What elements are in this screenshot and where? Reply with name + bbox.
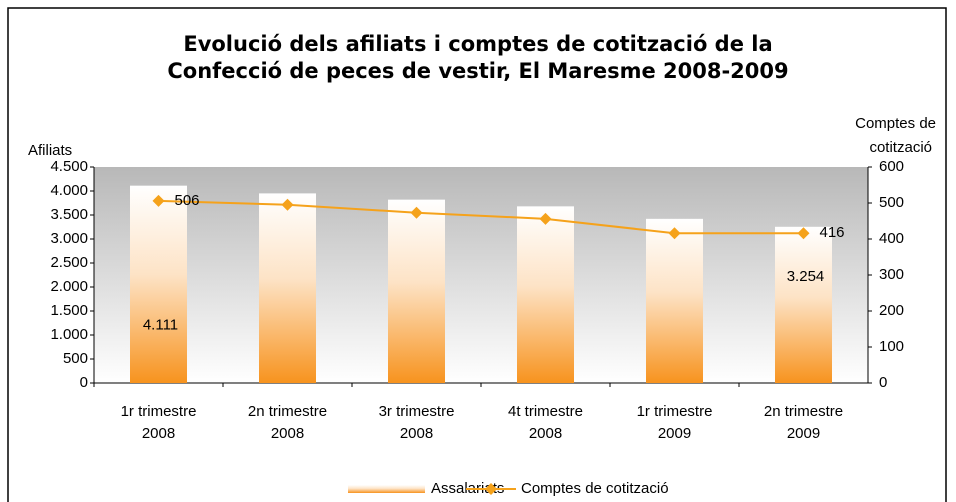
x-tick-label: 1r trimestre bbox=[121, 403, 197, 420]
y-tick-label: 0 bbox=[80, 374, 88, 391]
bar bbox=[517, 206, 574, 383]
y2-tick-label: 0 bbox=[879, 374, 887, 391]
x-tick-label: 3r trimestre bbox=[379, 403, 455, 420]
line-marker bbox=[281, 198, 294, 211]
y-tick-label: 1.000 bbox=[50, 326, 88, 343]
y-tick-label: 4.500 bbox=[50, 158, 88, 175]
bar bbox=[775, 226, 832, 383]
y2-tick-label: 400 bbox=[879, 230, 904, 247]
line bbox=[158, 199, 804, 235]
x-tick-label: 1r trimestre bbox=[637, 403, 713, 420]
x-tick-label: 2009 bbox=[658, 425, 691, 442]
bar-value-label: 3.254 bbox=[787, 268, 825, 285]
bar bbox=[259, 193, 316, 383]
line-value-label: 506 bbox=[175, 192, 200, 209]
y2-tick-label: 500 bbox=[879, 194, 904, 211]
y-tick-label: 2.000 bbox=[50, 278, 88, 295]
bar-value-label: 4.111 bbox=[143, 317, 178, 334]
legend-marker bbox=[485, 483, 497, 495]
x-tick-label: 2n trimestre bbox=[764, 403, 843, 420]
y-tick-label: 2.500 bbox=[50, 254, 88, 271]
bar bbox=[646, 218, 703, 383]
plot-area bbox=[94, 167, 868, 383]
x-tick-label: 2008 bbox=[142, 425, 175, 442]
line-marker bbox=[539, 212, 552, 225]
line-marker bbox=[152, 194, 165, 207]
bar bbox=[388, 199, 445, 383]
y-tick-label: 4.000 bbox=[50, 182, 88, 199]
x-tick-label: 2008 bbox=[271, 425, 304, 442]
y-axis-title: Afiliats bbox=[28, 142, 72, 159]
y2-tick-label: 200 bbox=[879, 302, 904, 319]
y2-axis-title: Comptes de bbox=[855, 115, 936, 132]
legend-swatch bbox=[348, 485, 425, 493]
line-marker bbox=[668, 227, 681, 240]
y-tick-label: 3.000 bbox=[50, 230, 88, 247]
x-tick-label: 4t trimestre bbox=[508, 403, 583, 420]
chart-title: Confecció de peces de vestir, El Maresme… bbox=[167, 59, 788, 83]
y2-tick-label: 300 bbox=[879, 266, 904, 283]
line-marker bbox=[410, 206, 423, 219]
y2-tick-label: 100 bbox=[879, 338, 904, 355]
x-tick-label: 2008 bbox=[400, 425, 433, 442]
y-tick-label: 1.500 bbox=[50, 302, 88, 319]
x-tick-label: 2009 bbox=[787, 425, 820, 442]
y2-tick-label: 600 bbox=[879, 158, 904, 175]
x-tick-label: 2008 bbox=[529, 425, 562, 442]
line-marker bbox=[797, 227, 810, 240]
bar bbox=[130, 185, 187, 383]
chart-title: Evolució dels afiliats i comptes de coti… bbox=[183, 32, 772, 56]
y-tick-label: 500 bbox=[63, 350, 88, 367]
legend-label: Comptes de cotització bbox=[521, 480, 669, 497]
y-tick-label: 3.500 bbox=[50, 206, 88, 223]
x-tick-label: 2n trimestre bbox=[248, 403, 327, 420]
y2-axis-title: cotització bbox=[869, 139, 932, 156]
line-value-label: 416 bbox=[820, 224, 845, 241]
